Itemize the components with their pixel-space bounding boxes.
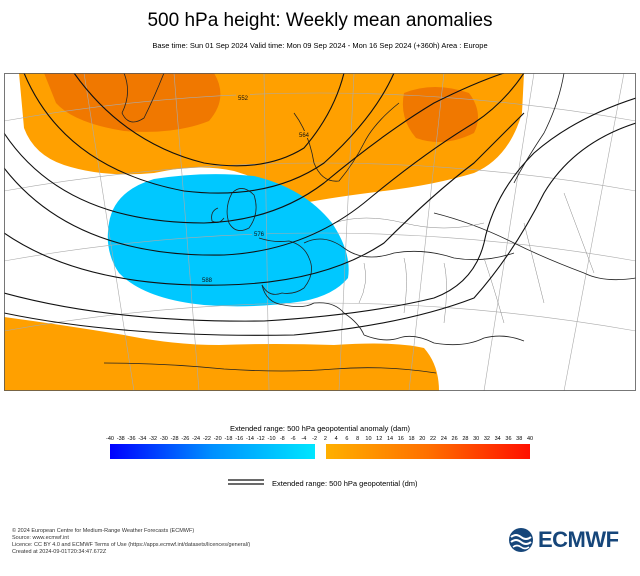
colorbar-tick-label: -2 bbox=[312, 436, 318, 442]
colorbar-tick-label: 32 bbox=[483, 436, 490, 442]
colorbar-tick-label: 2 bbox=[323, 436, 327, 442]
height-contour bbox=[73, 73, 345, 167]
colorbar-tick-label: 28 bbox=[462, 436, 469, 442]
colorbar-tick-label: -22 bbox=[202, 436, 211, 442]
colorbar-tick-label: 16 bbox=[397, 436, 404, 442]
colorbar-tick-label: -10 bbox=[267, 436, 276, 442]
height-contour bbox=[4, 122, 636, 336]
colorbar-tick-label: 34 bbox=[494, 436, 501, 442]
colorbar-title: Extended range: 500 hPa geopotential ano… bbox=[229, 424, 411, 433]
colorbar-tick-label: 38 bbox=[516, 436, 523, 442]
colorbar-tick-label: 30 bbox=[473, 436, 480, 442]
ecmwf-logo-icon bbox=[509, 528, 533, 552]
colorbar-tick-labels: -40 -38 -36 -34 -32 -30 -28 -26 -24 -22 -20 -18 -16-… bbox=[0, 436, 640, 446]
footer-created: Created at 2024-09-01T20:34:47.672Z bbox=[12, 549, 107, 555]
height-contour bbox=[4, 73, 525, 256]
contour-label: 552 bbox=[238, 96, 249, 102]
colorbar-tick-label: -18 bbox=[224, 436, 233, 442]
colorbar-tick-label: 40 bbox=[526, 436, 534, 442]
contour-legend-line-icon bbox=[228, 479, 264, 485]
colorbar-tick-label: -12 bbox=[256, 436, 265, 442]
colorbar-tick-label: -24 bbox=[192, 436, 201, 442]
colorbar-tick-label: -20 bbox=[213, 436, 222, 442]
colorbar-tick-label: -8 bbox=[279, 436, 285, 442]
contour-label: 564 bbox=[299, 133, 310, 139]
colorbar-tick-label: 10 bbox=[365, 436, 372, 442]
footer-credits: © 2024 European Centre for Medium-Range … bbox=[12, 528, 250, 556]
colorbar-tick-label: 18 bbox=[408, 436, 415, 442]
ecmwf-logo: ECMWF bbox=[508, 527, 633, 555]
colorbar-tick-label: -36 bbox=[127, 436, 136, 442]
colorbar-tick-label: 6 bbox=[345, 436, 349, 442]
colorbar-positive bbox=[326, 444, 530, 459]
colorbar-tick-label: 26 bbox=[451, 436, 458, 442]
colorbar-tick-label: -28 bbox=[170, 436, 179, 442]
footer-copyright: © 2024 European Centre for Medium-Range … bbox=[12, 528, 195, 534]
colorbar-tick-label: 4 bbox=[334, 436, 338, 442]
colorbar-tick-label: 12 bbox=[376, 436, 383, 442]
height-contour bbox=[4, 73, 505, 224]
colorbar-negative bbox=[110, 444, 315, 459]
height-contour bbox=[4, 97, 636, 322]
strong-positive-anomaly-north bbox=[44, 73, 221, 132]
colorbar bbox=[110, 444, 530, 459]
negative-anomaly-west bbox=[107, 174, 349, 307]
colorbar-tick-label: 22 bbox=[430, 436, 437, 442]
colorbar-tick-label: -4 bbox=[301, 436, 307, 442]
colorbar-tick-label: 20 bbox=[419, 436, 426, 442]
page-subtitle: Base time: Sun 01 Sep 2024 Valid time: M… bbox=[152, 41, 488, 50]
positive-anomaly-south bbox=[4, 317, 439, 391]
contour-legend-label: Extended range: 500 hPa geopotential (dm… bbox=[272, 479, 418, 488]
colorbar-tick-label: -30 bbox=[159, 436, 168, 442]
ecmwf-logo-text: ECMWF bbox=[538, 527, 619, 552]
strong-positive-anomaly-northeast bbox=[402, 87, 478, 142]
colorbar-tick-label: -26 bbox=[181, 436, 190, 442]
height-contour bbox=[23, 73, 395, 194]
colorbar-tick-label: -38 bbox=[116, 436, 125, 442]
colorbar-tick-label: -14 bbox=[246, 436, 254, 442]
colorbar-tick-label: 14 bbox=[386, 436, 394, 442]
anomaly-map: 552 564 576 588 bbox=[4, 73, 636, 391]
colorbar-tick-label: -6 bbox=[290, 436, 296, 442]
contour-label: 588 bbox=[202, 278, 213, 284]
colorbar-tick-label: 8 bbox=[356, 436, 360, 442]
colorbar-tick-label: -32 bbox=[149, 436, 158, 442]
colorbar-tick-label: -16 bbox=[235, 436, 244, 442]
page-title: 500 hPa height: Weekly mean anomalies bbox=[147, 10, 493, 31]
footer-licence: Licence: CC BY 4.0 and ECMWF Terms of Us… bbox=[12, 542, 251, 548]
colorbar-tick-label: -34 bbox=[138, 436, 147, 442]
colorbar-tick-label: 24 bbox=[440, 436, 447, 442]
footer-source: Source: www.ecmwf.int bbox=[12, 535, 69, 541]
height-contour bbox=[4, 112, 525, 286]
contour-label: 576 bbox=[254, 232, 265, 238]
colorbar-tick-label: -40 bbox=[106, 436, 114, 442]
colorbar-tick-label: 36 bbox=[505, 436, 512, 442]
